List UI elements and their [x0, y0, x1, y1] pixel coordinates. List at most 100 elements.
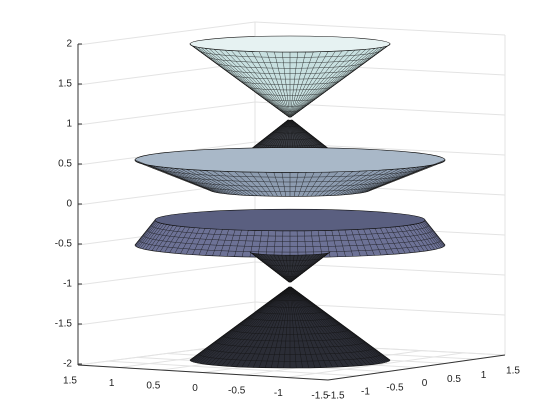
mesh-ring: [198, 353, 382, 362]
mesh-line: [198, 228, 211, 256]
y-tick-label: 1.5: [506, 366, 520, 377]
mesh-line: [423, 221, 444, 248]
mesh-ring: [179, 177, 401, 188]
mesh-line: [265, 172, 278, 197]
mesh-line: [281, 172, 287, 197]
x-tick-label: 0.5: [146, 381, 160, 392]
mesh-line: [336, 169, 382, 196]
mesh-line: [219, 170, 254, 196]
mesh-line: [138, 222, 159, 248]
mesh-ring: [231, 74, 349, 80]
y-tick-label: -1.5: [327, 391, 345, 402]
mesh-line: [205, 228, 217, 256]
mesh-line: [269, 254, 290, 283]
mesh-line: [338, 230, 346, 257]
mesh-line: [290, 254, 314, 283]
mesh-line: [344, 229, 354, 257]
x-tick-label: 1: [109, 378, 115, 389]
mesh-line: [296, 230, 299, 258]
mesh-line: [174, 227, 190, 254]
mesh-line: [164, 226, 181, 253]
mesh-line: [140, 222, 160, 249]
mesh-line: [249, 171, 270, 197]
mesh-ring: [146, 229, 434, 242]
mesh-ring: [272, 131, 308, 134]
mesh-line: [226, 229, 236, 257]
surface-mesh: [249, 251, 331, 283]
mesh-ring: [198, 49, 382, 58]
z-tick-label: -0.5: [55, 239, 73, 250]
mesh-ring: [214, 62, 366, 69]
mesh-line: [365, 163, 438, 193]
mesh-line: [394, 226, 411, 253]
mesh-line: [289, 255, 295, 283]
mesh-line: [263, 254, 290, 283]
mesh-line: [390, 227, 406, 254]
mesh-line: [329, 170, 368, 196]
mesh-line: [273, 254, 290, 283]
y-tick-label: 0.5: [447, 374, 461, 385]
mesh-ring: [150, 224, 430, 237]
mesh-line: [424, 220, 445, 247]
mesh-line: [302, 172, 315, 197]
mesh-line: [331, 230, 339, 257]
mesh-line: [349, 168, 406, 195]
mesh-line: [406, 225, 425, 252]
mesh-line: [135, 220, 156, 247]
mesh-ring: [206, 347, 374, 355]
mesh-ring: [273, 269, 307, 272]
z-tick-label: 1.5: [58, 79, 72, 90]
mesh-line: [174, 168, 231, 195]
mesh-line: [205, 170, 247, 196]
x-tick-label: 1.5: [63, 376, 77, 387]
mesh-line: [310, 230, 315, 258]
mesh-line: [134, 219, 156, 246]
mesh-line: [257, 230, 263, 258]
mesh-line: [303, 230, 307, 258]
mesh-line: [273, 230, 277, 258]
mesh-line: [306, 171, 323, 197]
mesh-line: [234, 171, 262, 197]
z-tick-label: -1: [63, 279, 72, 290]
mesh-ring: [272, 298, 308, 301]
z-tick-label: -1.5: [55, 319, 73, 330]
mesh-line: [135, 220, 156, 246]
mesh-line: [399, 226, 416, 253]
mesh-line: [420, 222, 440, 249]
mesh-ring: [257, 143, 323, 147]
mesh-line: [356, 166, 421, 194]
x-tick-label: 0: [192, 383, 198, 394]
mesh-line: [260, 253, 290, 283]
mesh-line: [151, 224, 170, 251]
mesh-line: [317, 230, 323, 258]
mesh-line: [363, 228, 375, 256]
mesh-line: [359, 165, 425, 194]
mesh-line: [249, 251, 290, 283]
mesh-line: [346, 168, 400, 195]
mesh-line: [298, 172, 307, 197]
mesh-line: [234, 230, 242, 257]
mesh-ring: [255, 311, 325, 315]
mesh-line: [192, 228, 206, 255]
mesh-line: [134, 159, 211, 191]
mesh-ring: [239, 80, 341, 85]
mesh-line: [289, 255, 299, 283]
mesh-line: [192, 169, 240, 196]
mesh-line: [169, 167, 228, 195]
mesh-line: [198, 169, 244, 196]
z-tick-label: 1: [66, 119, 72, 130]
grid-line: [107, 360, 358, 377]
mesh-line: [290, 254, 311, 283]
mesh-line: [413, 224, 432, 251]
mesh-line: [257, 171, 274, 197]
mesh-ring: [255, 92, 325, 96]
mesh-line: [410, 224, 429, 251]
mesh-line: [318, 171, 346, 197]
surface-mesh: [189, 43, 391, 118]
x-tick-label: -1: [274, 388, 283, 399]
mesh-line: [424, 220, 445, 246]
mesh-line: [164, 167, 226, 194]
z-tick-label: -2: [63, 359, 72, 370]
mesh-ring: [280, 110, 300, 112]
mesh-line: [212, 229, 223, 256]
